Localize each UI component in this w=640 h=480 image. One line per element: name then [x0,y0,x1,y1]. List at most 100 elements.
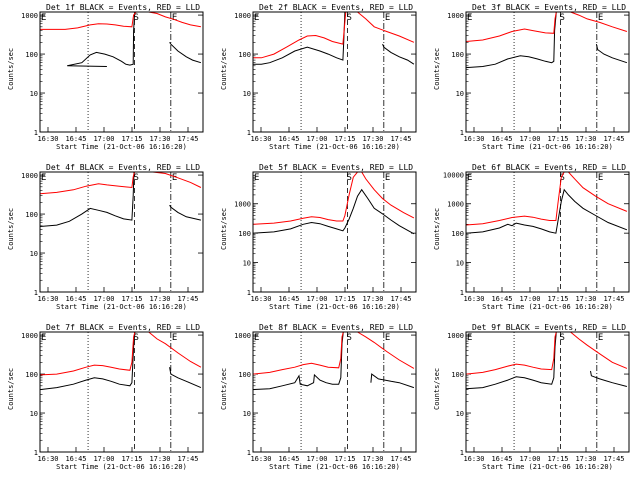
y-tick-label: 10 [30,90,38,98]
y-axis-label: Counts/sec [220,208,228,250]
panel-2: Det 2f BLACK = Events, RED = LLD Counts/s… [220,3,417,151]
plot-frame [39,11,204,133]
x-tick-label: 16:30 [250,455,271,463]
y-axis-label: Counts/sec [220,368,228,410]
x-tick-label: 17:45 [603,455,624,463]
series-lld-line [570,11,628,32]
x-tick-label: 16:45 [65,135,86,143]
y-tick-label: 1000 [21,12,38,20]
x-tick-label: 17:30 [362,295,383,303]
panel-title: Det 3f BLACK = Events, RED = LLD [472,3,626,12]
x-tick-label: 16:45 [278,295,299,303]
series-events-line [465,331,557,390]
x-axis-label: Start Time (21-Oct-06 16:16:20) [269,303,400,311]
plot-frame [252,171,417,293]
e-marker-label: E [41,333,46,343]
x-tick-label: 17:00 [519,455,540,463]
x-tick-label: 17:15 [121,455,142,463]
s-marker-label: S [133,13,138,23]
x-axis-label: Start Time (21-Oct-06 16:16:20) [56,143,187,151]
series-lld-line [148,331,202,368]
plot-frame [252,331,417,453]
plot-frame [39,331,204,453]
series-lld-line [252,331,344,375]
y-tick-label: 1 [460,449,464,457]
y-tick-label: 1 [247,449,251,457]
x-tick-label: 17:30 [149,295,170,303]
plot-frame [39,171,204,293]
s-marker-label: S [559,333,564,343]
plot-frame [465,171,630,293]
x-tick-label: 17:30 [575,295,596,303]
x-tick-label: 17:45 [177,135,198,143]
series-events-line [67,15,135,67]
x-tick-label: 16:30 [463,135,484,143]
e-marker-label: E [172,13,177,23]
x-tick-label: 16:45 [278,135,299,143]
e-marker-label: E [41,173,46,183]
y-axis-label: Counts/sec [433,208,441,250]
x-tick-label: 17:00 [93,295,114,303]
y-tick-label: 1000 [234,12,251,20]
y-tick-label: 10 [243,90,251,98]
x-tick-label: 16:30 [37,455,58,463]
s-marker-label: S [346,333,351,343]
y-tick-label: 10 [456,260,464,268]
x-tick-label: 17:45 [177,455,198,463]
panel-title: Det 4f BLACK = Events, RED = LLD [46,163,200,172]
x-tick-label: 17:15 [334,455,355,463]
y-axis-label: Counts/sec [7,208,15,250]
y-tick-label: 10 [456,90,464,98]
series-events-line [252,188,415,235]
panel-title: Det 5f BLACK = Events, RED = LLD [259,163,413,172]
series-events-line [595,43,628,64]
panel-title: Det 6f BLACK = Events, RED = LLD [472,163,626,172]
e-marker-label: E [598,13,603,23]
s-marker-label: S [346,173,351,183]
y-tick-label: 10 [30,410,38,418]
x-tick-label: 17:00 [306,295,327,303]
y-tick-label: 100 [238,230,251,238]
s-marker-label: S [559,173,564,183]
series-events-line [382,43,415,65]
series-events-line [39,171,135,227]
y-tick-label: 100 [25,371,38,379]
x-tick-label: 17:30 [362,455,383,463]
panel-6: Det 6f BLACK = Events, RED = LLD Counts/s… [433,163,630,311]
series-lld-line [252,171,415,225]
series-lld-line [152,171,202,188]
series-events-line [253,11,346,65]
series-lld-line [357,11,415,43]
y-tick-label: 1000 [234,201,251,209]
e-marker-label: E [254,13,259,23]
y-tick-label: 100 [25,211,38,219]
panel-3: Det 3f BLACK = Events, RED = LLD Counts/s… [433,3,630,151]
y-tick-label: 100 [238,371,251,379]
panel-8: Det 8f BLACK = Events, RED = LLD Counts/s… [220,323,417,471]
x-tick-label: 16:45 [491,295,512,303]
series-lld-line [465,331,557,375]
x-tick-label: 17:15 [334,295,355,303]
series-lld-line [40,11,137,30]
series-events-line [370,373,415,389]
x-tick-label: 17:15 [334,135,355,143]
y-tick-label: 1000 [447,201,464,209]
y-axis-label: Counts/sec [433,48,441,90]
s-marker-label: S [133,333,138,343]
panel-title: Det 8f BLACK = Events, RED = LLD [259,323,413,332]
y-tick-label: 10000 [443,171,464,179]
x-tick-label: 17:30 [149,135,170,143]
e-marker-label: E [254,333,259,343]
y-tick-label: 1 [34,129,38,137]
x-tick-label: 17:30 [575,135,596,143]
x-tick-label: 16:30 [37,135,58,143]
x-tick-label: 16:30 [463,295,484,303]
series-lld-line [465,11,557,42]
panel-title: Det 7f BLACK = Events, RED = LLD [46,323,200,332]
y-axis-label: Counts/sec [220,48,228,90]
y-tick-label: 1 [34,449,38,457]
x-tick-label: 16:45 [491,455,512,463]
series-events-line [465,188,628,234]
x-tick-label: 17:30 [149,455,170,463]
